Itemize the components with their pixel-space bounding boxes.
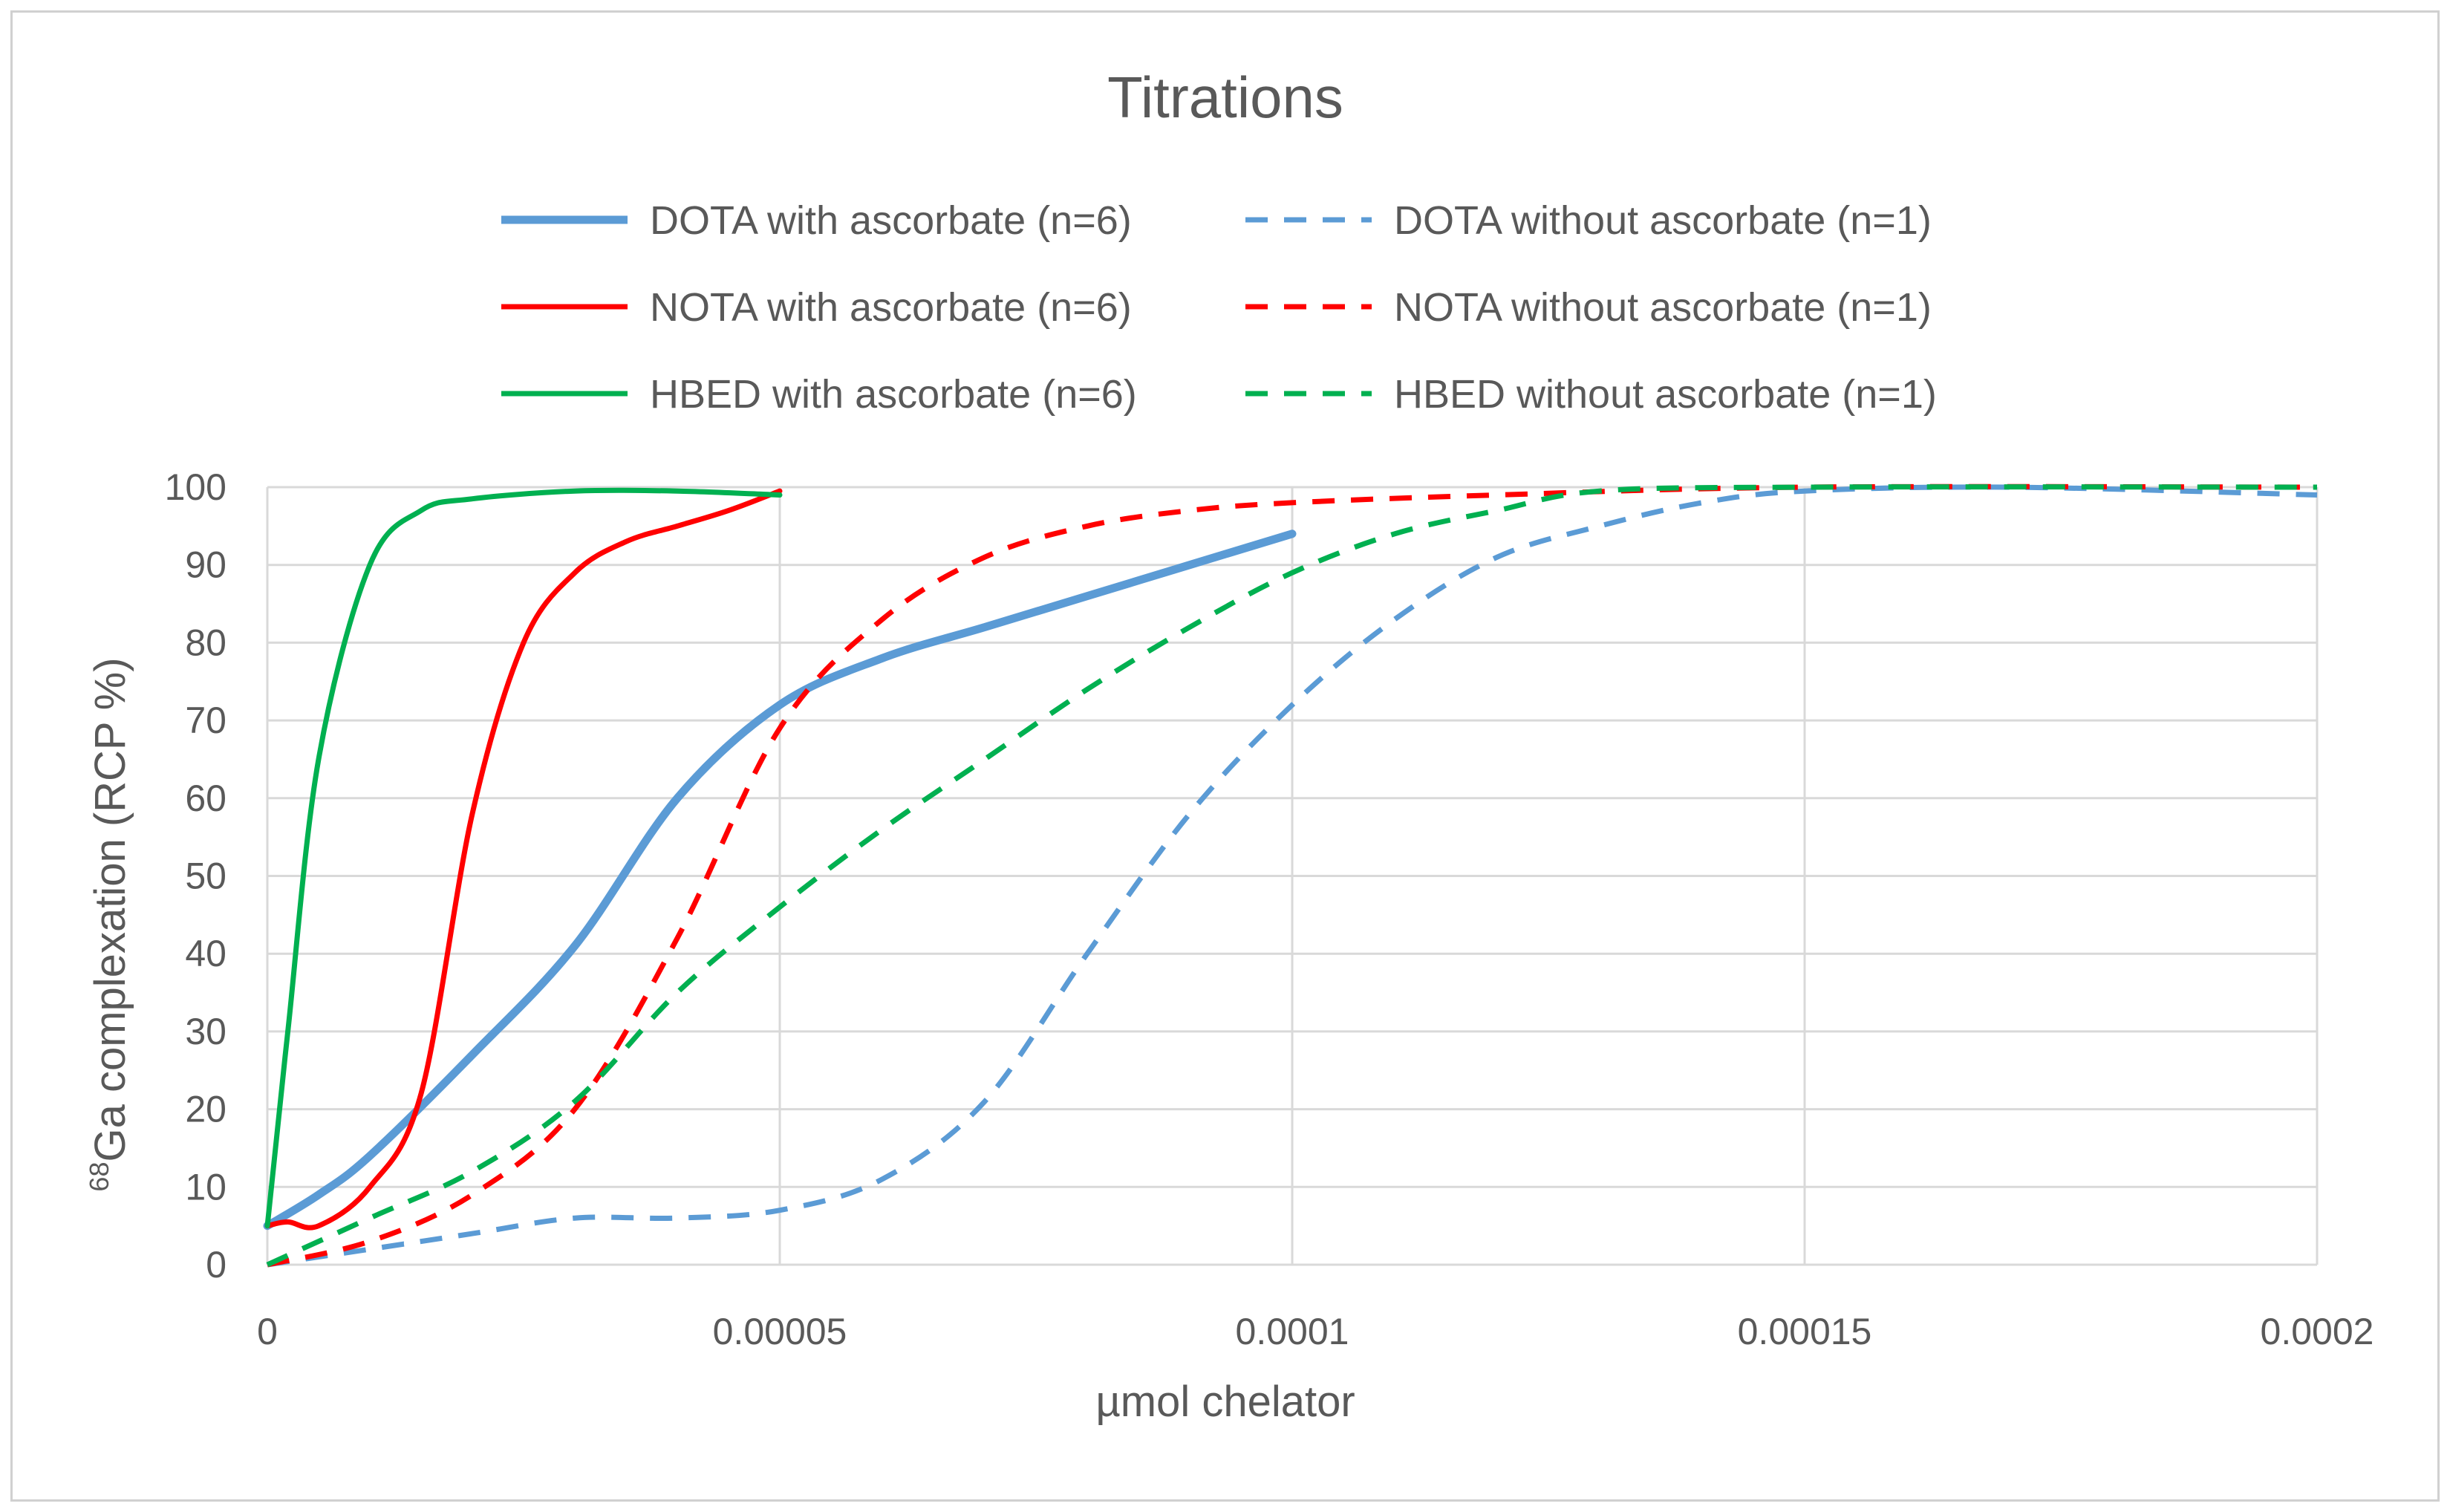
y-tick-label: 60: [185, 778, 227, 819]
y-axis-title-superscript: 68: [84, 1162, 114, 1192]
y-tick-label: 70: [185, 700, 227, 741]
legend-item-dota-with-ascorbate: DOTA with ascorbate (n=6): [501, 198, 1132, 243]
series-line-hbed-with-ascorbate: [264, 487, 783, 1229]
x-tick-label: 0.0001: [1236, 1311, 1349, 1352]
y-axis-title: 68Ga complexation (RCP %): [84, 657, 134, 1191]
legend-label: NOTA without ascorbate (n=1): [1394, 285, 1932, 330]
legend-label: HBED with ascorbate (n=6): [650, 372, 1137, 417]
x-tick-label: 0.0002: [2261, 1311, 2374, 1352]
legend-label: NOTA with ascorbate (n=6): [650, 285, 1132, 330]
legend-item-nota-without-ascorbate: NOTA without ascorbate (n=1): [1245, 285, 1932, 330]
y-tick-label: 90: [185, 544, 227, 586]
y-axis-title-main: Ga complexation (RCP %): [86, 657, 134, 1161]
y-tick-label: 40: [185, 933, 227, 974]
legend-item-hbed-without-ascorbate: HBED without ascorbate (n=1): [1245, 372, 1937, 417]
y-tick-label: 10: [185, 1166, 227, 1208]
x-tick-label: 0: [257, 1311, 278, 1352]
x-tick-label: 0.00015: [1738, 1311, 1872, 1352]
legend-label: DOTA with ascorbate (n=6): [650, 198, 1132, 243]
series-line-dota-with-ascorbate: [263, 529, 1297, 1231]
data-series: [263, 483, 2318, 1268]
chart-frame: [10, 10, 2440, 1502]
chart-title: Titrations: [1107, 65, 1343, 130]
y-tick-label: 30: [185, 1011, 227, 1052]
series-line-dota-without-ascorbate: [267, 484, 2318, 1268]
legend-item-hbed-with-ascorbate: HBED with ascorbate (n=6): [501, 372, 1137, 417]
x-tick-label: 0.00005: [713, 1311, 847, 1352]
legend-item-dota-without-ascorbate: DOTA without ascorbate (n=1): [1245, 198, 1932, 243]
y-tick-label: 50: [185, 856, 227, 897]
legend-label: DOTA without ascorbate (n=1): [1394, 198, 1932, 243]
x-axis-ticks: 0 0.00005 0.0001 0.00015 0.0002: [257, 1311, 2374, 1352]
y-axis-ticks: 0 10 20 30 40 50 60 70 80 90 100: [165, 466, 227, 1285]
gridlines: [266, 486, 2319, 1266]
chart-legend: DOTA with ascorbate (n=6) NOTA with ascor…: [501, 198, 1937, 417]
series-line-nota-with-ascorbate: [264, 488, 783, 1231]
y-tick-label: 0: [206, 1244, 227, 1285]
y-tick-label: 20: [185, 1089, 227, 1130]
y-tick-label: 100: [165, 466, 227, 508]
legend-label: HBED without ascorbate (n=1): [1394, 372, 1937, 417]
y-tick-label: 80: [185, 622, 227, 663]
series-line-hbed-without-ascorbate: [266, 484, 2318, 1268]
x-axis-title: µmol chelator: [1095, 1378, 1355, 1426]
legend-item-nota-with-ascorbate: NOTA with ascorbate (n=6): [501, 285, 1132, 330]
